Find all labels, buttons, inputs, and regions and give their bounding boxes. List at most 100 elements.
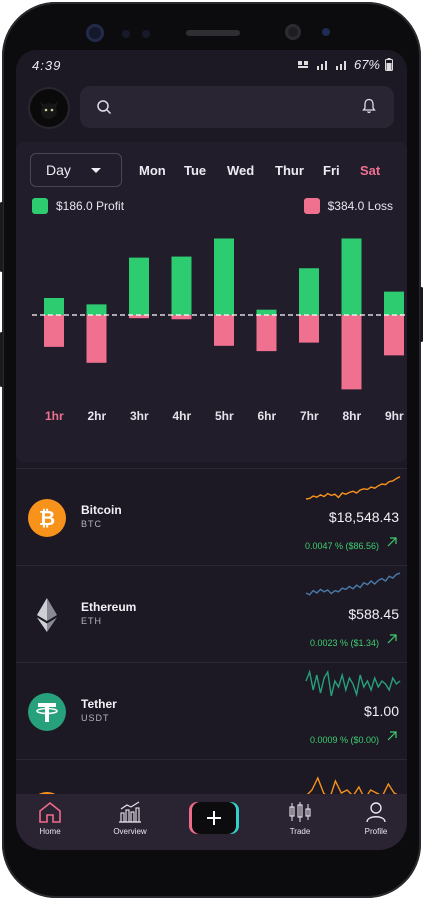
- chevron-down-icon: [91, 168, 101, 173]
- bottom-nav: Home Overview: [16, 794, 407, 850]
- coin-symbol: USDT: [81, 713, 110, 723]
- legend-loss: $384.0 Loss: [303, 198, 393, 214]
- sparkline-path: [305, 669, 401, 698]
- hour-label-7hr[interactable]: 7hr: [300, 409, 319, 423]
- trend-up-icon: [387, 537, 397, 547]
- profit-bar-3hr: [129, 257, 149, 315]
- loss-swatch: [303, 198, 320, 214]
- day-tab-sat[interactable]: Sat: [360, 163, 381, 178]
- profit-bar-5hr: [214, 238, 234, 315]
- avatar[interactable]: [30, 89, 68, 127]
- nav-home-label: Home: [39, 827, 61, 836]
- coin-row-bitcoin[interactable]: ₿ Bitcoin BTC $18,548.43 0.0047 % ($86.5…: [16, 468, 407, 565]
- proximity-sensor-2: [142, 30, 150, 38]
- legend-profit: $186.0 Profit: [32, 198, 124, 214]
- power-button: [420, 287, 423, 342]
- status-bar: 4:39 67%: [16, 50, 407, 80]
- battery-icon: [385, 58, 393, 71]
- coin-change: 0.0009 % ($0.00): [309, 735, 379, 745]
- search-icon: [97, 100, 112, 115]
- loss-bar-5hr: [214, 315, 234, 346]
- period-dropdown-value: Day: [46, 162, 71, 178]
- bitcoin-icon: ₿: [28, 499, 66, 537]
- battery-percent: 67%: [353, 57, 380, 72]
- trend-up-icon: [387, 634, 397, 644]
- period-dropdown[interactable]: Day: [30, 153, 122, 187]
- coin-name: Bitcoin: [81, 503, 122, 517]
- nav-profile-label: Profile: [364, 827, 388, 836]
- hour-label-3hr[interactable]: 3hr: [130, 409, 149, 423]
- coin-row-tether[interactable]: Tether USDT $1.00 0.0009 % ($0.00): [16, 662, 407, 759]
- trade-icon: [289, 802, 311, 822]
- coin-price: $588.45: [348, 606, 399, 622]
- profit-total: $186.0 Profit: [56, 199, 125, 213]
- loss-bar-1hr: [44, 315, 64, 347]
- app-header: [16, 80, 407, 136]
- loss-bar-7hr: [299, 315, 319, 343]
- hour-label-1hr[interactable]: 1hr: [45, 409, 64, 423]
- coin-price: $18,548.43: [328, 509, 399, 525]
- cat-avatar-icon: [40, 101, 58, 119]
- profit-bar-6hr: [256, 309, 277, 315]
- hour-label-8hr[interactable]: 8hr: [342, 409, 362, 423]
- hour-label-5hr[interactable]: 5hr: [215, 409, 234, 423]
- profit-bar-8hr: [341, 238, 362, 315]
- nav-trade[interactable]: Trade: [270, 800, 330, 836]
- profit-bar-7hr: [299, 268, 319, 315]
- hour-label-4hr[interactable]: 4hr: [172, 409, 192, 423]
- loss-bar-4hr: [171, 315, 192, 320]
- side-button: [0, 332, 3, 387]
- bell-icon[interactable]: [362, 98, 376, 114]
- coin-change: 0.0047 % ($86.56): [304, 541, 379, 551]
- coin-symbol: ETH: [81, 616, 102, 626]
- search-bar[interactable]: [80, 86, 394, 128]
- sparkline: [305, 669, 401, 698]
- coin-symbol: BTC: [81, 519, 102, 529]
- profit-loss-card: Day Mon Tue Wed Thur Fri Sat $186.0 Prof…: [16, 142, 407, 462]
- day-tab-fri[interactable]: Fri: [323, 163, 340, 178]
- hour-label-2hr[interactable]: 2hr: [87, 409, 107, 423]
- profit-loss-chart: [32, 238, 407, 390]
- add-button[interactable]: [192, 802, 236, 834]
- tether-icon: [28, 693, 66, 731]
- day-tab-mon[interactable]: Mon: [139, 163, 166, 178]
- day-tab-tue[interactable]: Tue: [184, 163, 207, 178]
- sparkline-path: [305, 572, 401, 596]
- app-screen: 4:39 67%: [16, 50, 407, 850]
- notification-icon: [297, 60, 308, 68]
- status-time: 4:39: [32, 58, 62, 73]
- coin-name: Ethereum: [81, 600, 137, 614]
- coin-row-ethereum[interactable]: Ethereum ETH $588.45 0.0023 % ($1.34): [16, 565, 407, 662]
- profit-bar-9hr: [384, 291, 404, 315]
- profile-icon: [366, 802, 386, 823]
- proximity-sensor: [122, 30, 130, 38]
- day-tab-wed[interactable]: Wed: [227, 163, 255, 178]
- nav-profile[interactable]: Profile: [346, 800, 406, 836]
- loss-bar-8hr: [341, 315, 362, 390]
- earpiece: [186, 30, 240, 36]
- profit-swatch: [32, 198, 48, 214]
- ethereum-icon: [28, 596, 66, 634]
- nav-trade-label: Trade: [289, 827, 311, 836]
- front-camera: [285, 24, 301, 40]
- sparkline: [305, 476, 401, 500]
- profit-bar-2hr: [86, 304, 107, 315]
- loss-total: $384.0 Loss: [327, 199, 393, 213]
- coin-change: 0.0023 % ($1.34): [309, 638, 379, 648]
- hour-label-6hr[interactable]: 6hr: [257, 409, 277, 423]
- sparkline-path: [305, 476, 401, 500]
- loss-bar-9hr: [384, 315, 404, 356]
- coin-price: $1.00: [363, 703, 399, 719]
- wifi-signal-icon: [316, 61, 327, 70]
- hour-label-9hr[interactable]: 9hr: [385, 409, 404, 423]
- day-tab-thur[interactable]: Thur: [275, 163, 304, 178]
- profit-bar-1hr: [44, 298, 64, 315]
- loss-bar-3hr: [129, 315, 149, 319]
- iris-sensor: [86, 24, 104, 42]
- nav-overview[interactable]: Overview: [100, 800, 160, 836]
- nav-home[interactable]: Home: [20, 800, 80, 836]
- plus-icon-stroke: [213, 811, 215, 825]
- coin-name: Tether: [81, 697, 117, 711]
- trend-up-icon: [387, 731, 397, 741]
